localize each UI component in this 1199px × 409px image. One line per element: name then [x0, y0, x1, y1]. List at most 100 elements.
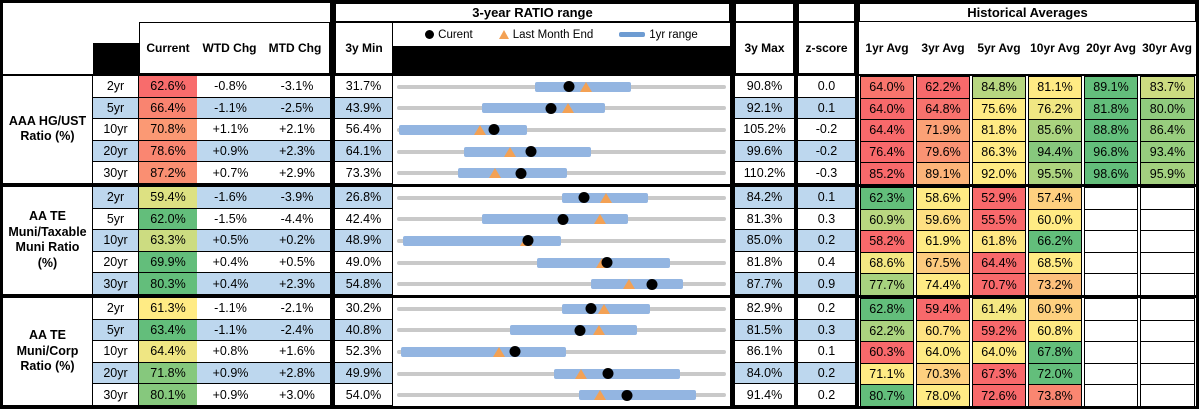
- tenor-cell: 2yr: [93, 76, 139, 98]
- avg-cell: 67.8%: [1028, 341, 1082, 364]
- mtd-chg-cell: +3.0%: [264, 384, 330, 406]
- wtd-chg-cell: +1.1%: [197, 119, 264, 141]
- legend-1yr-range-label: 1yr range: [649, 28, 698, 41]
- z-score-cell: 0.4: [798, 251, 855, 274]
- wtd-chg-cell: -1.1%: [197, 97, 264, 120]
- avg-cell: 59.6%: [916, 208, 970, 232]
- 1yr-range-bar: [482, 214, 628, 225]
- current-marker: [646, 278, 658, 290]
- 3y-max-cell: 84.2%: [735, 186, 794, 209]
- 3y-max-cell: 105.2%: [735, 119, 794, 141]
- last-month-end-marker: [493, 346, 506, 357]
- avg-cell: 62.3%: [860, 186, 914, 210]
- avg-cell: [1140, 208, 1195, 232]
- avg-cell: 68.5%: [1028, 251, 1082, 275]
- divider: [730, 3, 735, 406]
- avg-cell: [1140, 251, 1195, 275]
- col-header-1yr-avg: 1yr Avg: [865, 41, 909, 55]
- last-month-end-marker: [473, 124, 486, 135]
- wtd-chg-cell: +0.9%: [197, 384, 264, 406]
- current-dot-icon: [425, 30, 435, 39]
- mtd-chg-cell: -2.4%: [264, 319, 330, 342]
- range-chart: [393, 119, 730, 141]
- col-header-current: Current: [146, 41, 190, 55]
- wtd-chg-cell: -0.8%: [197, 76, 264, 98]
- 3y-max-cell: 91.4%: [735, 384, 794, 406]
- wtd-chg-cell: +0.8%: [197, 341, 264, 363]
- last-month-end-marker: [561, 103, 574, 114]
- avg-cell: [1084, 384, 1138, 407]
- legend-black-band: [393, 46, 730, 74]
- 1yr-range-bar: [457, 168, 568, 179]
- 3y-max-cell: 81.5%: [735, 319, 794, 342]
- tenor-cell: 10yr: [93, 230, 139, 252]
- mtd-chg-cell: +2.8%: [264, 362, 330, 385]
- avg-cell: 93.4%: [1140, 140, 1195, 164]
- wtd-chg-cell: -1.1%: [197, 297, 264, 320]
- 1yr-range-bar: [579, 390, 697, 401]
- wtd-chg-cell: +0.9%: [197, 140, 264, 163]
- chart-legend-cell: Curent Last Month End 1yr range: [393, 22, 730, 74]
- avg-cell: 70.3%: [916, 362, 970, 386]
- legend-item-last-month-end: Last Month End: [498, 29, 593, 41]
- current-marker: [621, 389, 633, 401]
- current-marker: [515, 167, 527, 179]
- z-score-cell: -0.2: [798, 140, 855, 163]
- avg-cell: 58.2%: [860, 230, 914, 253]
- col-header-5yr-avg: 5yr Avg: [977, 41, 1021, 55]
- last-month-end-marker: [622, 279, 635, 290]
- avg-cell: 62.2%: [860, 319, 914, 343]
- avg-cell: 88.8%: [1084, 119, 1138, 142]
- wtd-chg-cell: +0.9%: [197, 362, 264, 385]
- avg-cell: 81.8%: [1084, 97, 1138, 121]
- avg-cell: 75.6%: [972, 97, 1026, 121]
- 1yr-range-bar: [554, 368, 680, 379]
- avg-cell: 60.9%: [1028, 297, 1082, 321]
- avg-cell: 98.6%: [1084, 162, 1138, 185]
- col-header-3yr-avg: 3yr Avg: [921, 41, 965, 55]
- avg-cell: [1140, 384, 1195, 407]
- avg-cell: 83.7%: [1140, 76, 1195, 99]
- current-marker: [509, 346, 521, 358]
- range-chart: [393, 140, 730, 163]
- z-score-cell: 0.1: [798, 97, 855, 120]
- current-cell: 80.3%: [139, 273, 197, 295]
- avg-cell: 95.5%: [1028, 162, 1082, 185]
- 3y-min-cell: 73.3%: [335, 162, 393, 184]
- section-header-historical-averages: Historical Averages: [859, 3, 1196, 22]
- current-cell: 66.4%: [139, 97, 197, 120]
- 3y-range-line: [397, 127, 726, 132]
- z-score-cell: 0.0: [798, 76, 855, 98]
- avg-cell: 60.7%: [916, 319, 970, 343]
- last-month-end-triangle-icon: [498, 30, 509, 39]
- group-label: AA TE Muni/Corp Ratio (%): [3, 297, 93, 406]
- current-cell: 87.2%: [139, 162, 197, 184]
- 3y-max-cell: 81.3%: [735, 208, 794, 231]
- col-header-mtd-chg: MTD Chg: [268, 41, 322, 55]
- empty-header-cell: [735, 3, 794, 22]
- avg-cell: 72.0%: [1028, 362, 1082, 386]
- 1yr-range-bar: [400, 346, 567, 357]
- current-cell: 64.4%: [139, 341, 197, 363]
- avg-cell: 67.5%: [916, 251, 970, 275]
- mtd-chg-cell: +0.2%: [264, 230, 330, 252]
- col-header-10yr-avg: 10yr Avg: [1030, 41, 1080, 55]
- avg-cell: 89.1%: [916, 162, 970, 185]
- z-score-cell: -0.3: [798, 162, 855, 184]
- current-cell: 69.9%: [139, 251, 197, 274]
- tenor-cell: 2yr: [93, 186, 139, 209]
- current-marker: [601, 257, 613, 269]
- wtd-chg-cell: +0.4%: [197, 251, 264, 274]
- avg-cell: 67.3%: [972, 362, 1026, 386]
- avg-cell: 95.9%: [1140, 162, 1195, 185]
- 1yr-range-bar: [399, 124, 528, 135]
- avg-cell: 74.4%: [916, 273, 970, 296]
- range-chart: [393, 341, 730, 363]
- avg-cell: [1140, 186, 1195, 210]
- avg-cell: [1140, 341, 1195, 364]
- divider: [794, 3, 798, 406]
- avg-cell: 94.4%: [1028, 140, 1082, 164]
- avg-cell: [1084, 208, 1138, 232]
- avg-cell: 71.1%: [860, 362, 914, 386]
- avg-cell: 78.0%: [916, 384, 970, 407]
